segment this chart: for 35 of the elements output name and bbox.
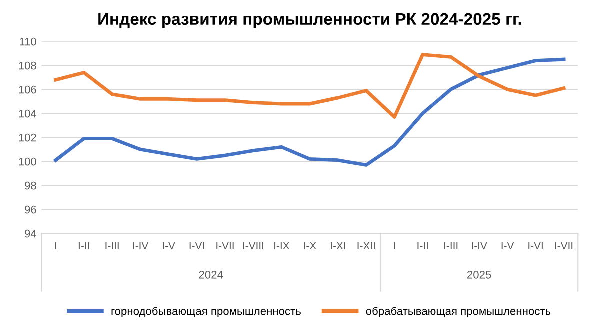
x-tick-label: I-X	[304, 242, 316, 250]
y-tick-label: 108	[19, 62, 36, 70]
x-tick-label: I-VI	[528, 242, 543, 250]
x-tick-label: I-II	[418, 242, 428, 250]
x-tick-label: I-VII	[555, 242, 573, 250]
text: 2024	[199, 270, 224, 279]
y-tick-label: 100	[19, 158, 36, 166]
x-tick-label: I-III	[106, 242, 119, 250]
x-tick-label: I-V	[502, 242, 514, 250]
legend-label: горнодобывающая промышленность	[112, 306, 301, 318]
y-tick-label: 96	[25, 206, 36, 214]
line-series	[54, 53, 566, 119]
x-tick-label: I-IV	[133, 242, 149, 250]
y-tick-label: 94	[25, 230, 37, 238]
x-tick-label: I-VIII	[243, 242, 264, 250]
y-tick-label: 104	[19, 110, 37, 118]
chart-title: Индекс развития промышленности РК 2024-2025 гг.	[98, 13, 522, 28]
x-tick-label: I-XII	[358, 242, 375, 250]
x-tick-label: I-VII	[216, 242, 234, 250]
x-tick-label: I-V	[163, 242, 176, 250]
x-tick-label: I-III	[444, 242, 458, 250]
y-tick-label: 106	[19, 86, 36, 94]
line-series	[54, 58, 566, 167]
legend-label: обрабатывающая промышленность	[366, 306, 551, 318]
x-tick-label: I-XI	[331, 242, 346, 250]
x-tick-label: I-IV	[472, 242, 488, 250]
x-tick-label: I	[55, 242, 56, 250]
x-tick-label: I-IX	[274, 242, 290, 250]
x-tick-label: I-II	[78, 242, 90, 250]
x-tick-label: I-VI	[190, 242, 204, 250]
y-tick-label: 102	[19, 134, 36, 142]
x-tick-label: I	[394, 242, 396, 250]
y-tick-label: 98	[25, 182, 36, 190]
y-tick-label: 110	[20, 38, 36, 46]
text: 2025	[468, 270, 492, 279]
